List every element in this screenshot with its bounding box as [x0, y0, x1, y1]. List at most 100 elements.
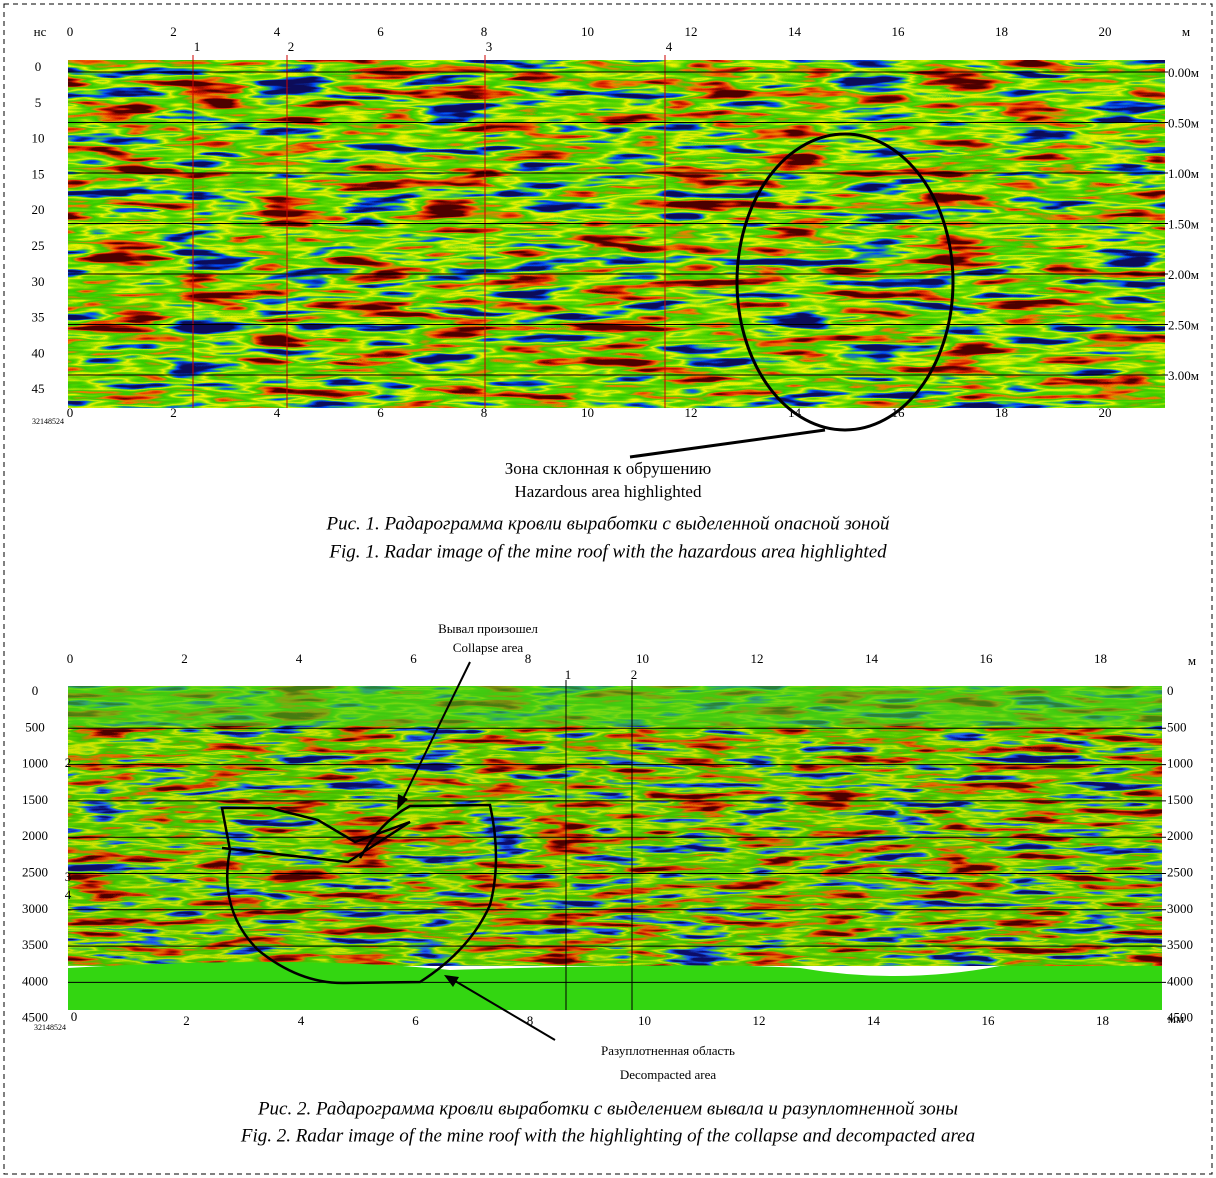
radar-image [68, 60, 1165, 408]
top-tick-label: 18 [995, 24, 1008, 39]
left-tick-label: 5 [35, 95, 42, 110]
left-tick-label: 500 [25, 719, 45, 734]
annotation: Hazardous area highlighted [515, 482, 702, 501]
left-tick-label: 20 [32, 202, 45, 217]
marker-label: 3 [486, 39, 493, 54]
bottom-tick-label: 6 [412, 1013, 419, 1028]
collapse-outline [220, 803, 498, 985]
left-tick-label: 3000 [22, 901, 48, 916]
top-tick-label: 16 [892, 24, 906, 39]
top-tick-label: 14 [865, 651, 879, 666]
bottom-tick-label: 6 [377, 405, 384, 420]
right-tick-label: 2.00м [1168, 267, 1199, 282]
hazard-ellipse [735, 132, 955, 432]
caption: Рис. 1. Радарограмма кровли выработки с … [326, 513, 890, 534]
right-tick-label: 2.50м [1168, 317, 1199, 332]
bottom-tick-label: 0 [71, 1009, 78, 1024]
radar-top-band [68, 686, 1162, 726]
pointer-line [629, 428, 826, 459]
top-tick-label: 6 [377, 24, 384, 39]
top-tick-label: 10 [636, 651, 649, 666]
top-tick-label: 6 [410, 651, 417, 666]
bottom-tick-label: 16 [982, 1013, 996, 1028]
right-tick-label: 1.00м [1168, 166, 1199, 181]
bottom-tick-label: 14 [867, 1013, 881, 1028]
serial-number: 32148524 [34, 1023, 66, 1032]
right-tick-label: 4000 [1167, 973, 1193, 988]
axis-unit: м [1188, 653, 1196, 668]
right-tick-label: 500 [1167, 719, 1187, 734]
serial-number: 32148524 [32, 417, 64, 426]
arrow-head [444, 975, 459, 987]
bottom-tick-label: 8 [481, 405, 488, 420]
left-tick-label: 10 [32, 131, 45, 146]
left-tick-label: 2000 [22, 828, 48, 843]
marker-label: 1 [565, 667, 572, 682]
annotation: Зона склонная к обрушению [505, 459, 712, 478]
annotation: Decompacted area [620, 1067, 717, 1082]
bottom-tick-label: 4 [298, 1013, 305, 1028]
left-tick-label: 1500 [22, 792, 48, 807]
left-tick-label: 35 [32, 310, 45, 325]
top-tick-label: 18 [1094, 651, 1107, 666]
inner-marker: 4 [65, 887, 72, 902]
top-tick-label: 0 [67, 24, 74, 39]
arrow-head [397, 794, 408, 810]
right-tick-label: 4500 [1167, 1010, 1193, 1025]
left-tick-label: 0 [35, 59, 42, 74]
caption: Fig. 1. Radar image of the mine roof wit… [328, 541, 887, 562]
bottom-tick-label: 10 [581, 405, 594, 420]
marker-label: 2 [288, 39, 295, 54]
bottom-tick-label: 0 [67, 405, 74, 420]
axis-unit: м [1182, 24, 1190, 39]
left-tick-label: 0 [32, 683, 39, 698]
marker-label: 1 [194, 39, 201, 54]
arrow [449, 977, 556, 1041]
top-tick-label: 12 [751, 651, 764, 666]
top-tick-label: 16 [980, 651, 994, 666]
caption: Рис. 2. Радарограмма кровли выработки с … [257, 1098, 958, 1119]
top-tick-label: 2 [170, 24, 177, 39]
top-tick-label: 2 [181, 651, 188, 666]
left-tick-label: 4500 [22, 1010, 48, 1025]
bottom-tick-label: 12 [685, 405, 698, 420]
axis-unit: нс [34, 24, 47, 39]
left-tick-label: 25 [32, 238, 45, 253]
bottom-tick-label: 20 [1099, 405, 1112, 420]
left-tick-label: 30 [32, 274, 45, 289]
top-tick-label: 14 [788, 24, 802, 39]
bottom-tick-label: 8 [527, 1013, 534, 1028]
right-tick-label: 3500 [1167, 937, 1193, 952]
right-tick-label: 0.00м [1168, 65, 1199, 80]
top-tick-label: 0 [67, 651, 74, 666]
top-tick-label: 4 [296, 651, 303, 666]
right-tick-label: 1.50м [1168, 216, 1199, 231]
annotation: Collapse area [453, 640, 524, 655]
page-border [3, 3, 1213, 1175]
caption: Fig. 2. Radar image of the mine roof wit… [240, 1125, 975, 1146]
bottom-tick-label: 4 [274, 405, 281, 420]
left-tick-label: 40 [32, 345, 45, 360]
left-tick-label: 45 [32, 381, 45, 396]
axis-unit: мм [1168, 1011, 1184, 1026]
right-tick-label: 0.50м [1168, 115, 1199, 130]
top-tick-label: 8 [525, 651, 532, 666]
arrow [399, 661, 471, 806]
top-tick-label: 10 [581, 24, 594, 39]
bottom-tick-label: 14 [788, 405, 802, 420]
bottom-tick-label: 12 [753, 1013, 766, 1028]
top-tick-label: 20 [1099, 24, 1112, 39]
left-tick-label: 15 [32, 166, 45, 181]
right-tick-label: 1500 [1167, 792, 1193, 807]
left-tick-label: 2500 [22, 864, 48, 879]
bottom-tick-label: 2 [183, 1013, 190, 1028]
marker-label: 4 [666, 39, 673, 54]
right-tick-label: 2000 [1167, 828, 1193, 843]
right-tick-label: 2500 [1167, 864, 1193, 879]
bottom-tick-label: 10 [638, 1013, 651, 1028]
bottom-tick-label: 18 [1096, 1013, 1109, 1028]
right-tick-label: 3.00м [1168, 368, 1199, 383]
right-tick-label: 0 [1167, 683, 1174, 698]
annotation: Разуплотненная область [601, 1043, 735, 1058]
